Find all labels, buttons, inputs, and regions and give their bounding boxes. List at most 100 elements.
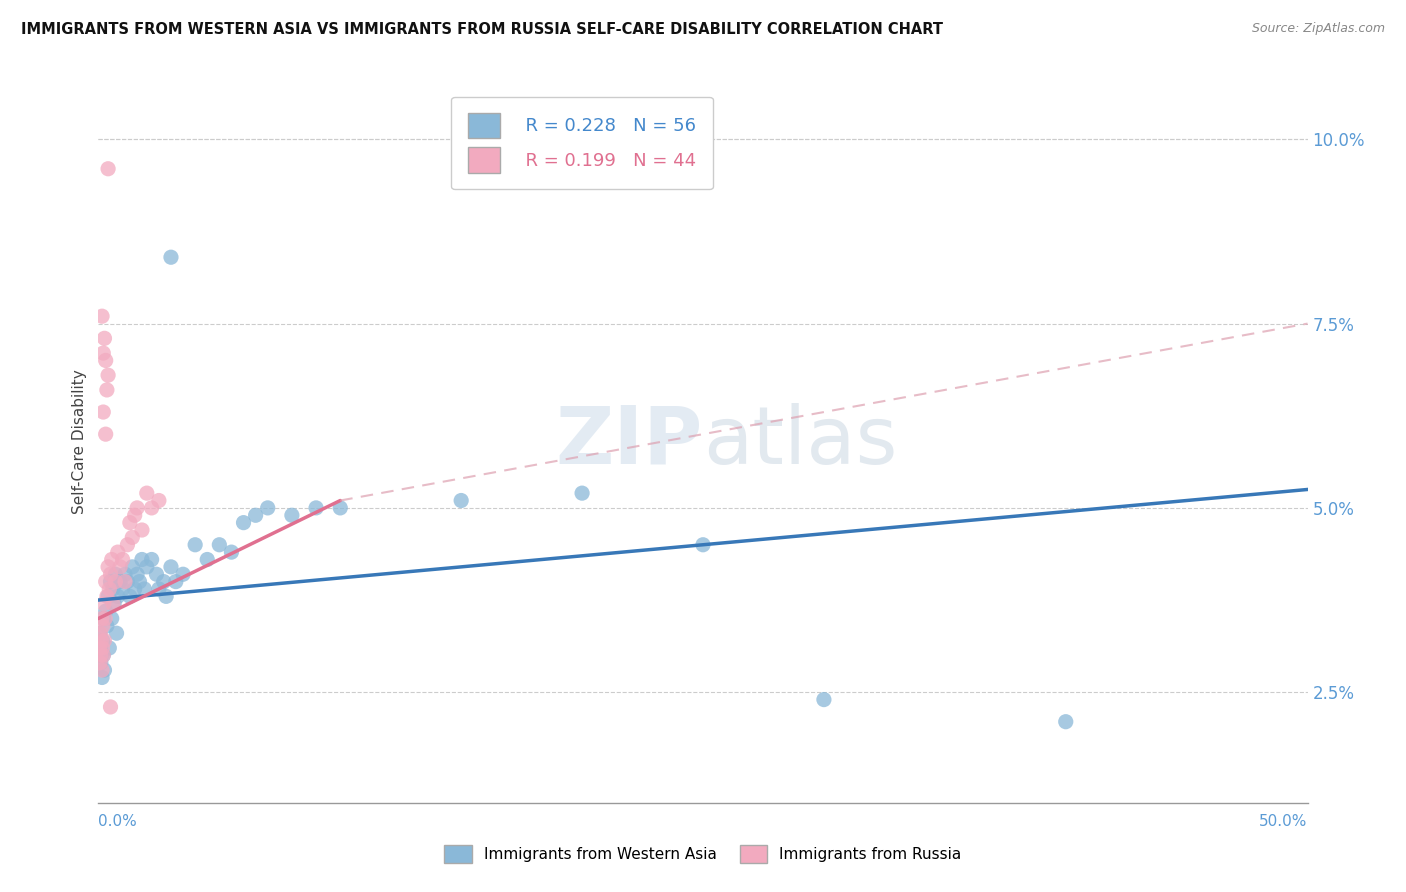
Point — [96, 619, 118, 633]
Text: IMMIGRANTS FROM WESTERN ASIA VS IMMIGRANTS FROM RUSSIA SELF-CARE DISABILITY CORR: IMMIGRANTS FROM WESTERN ASIA VS IMMIGRAN… — [21, 22, 943, 37]
Point — [692, 538, 714, 552]
Point — [107, 590, 129, 604]
Point — [245, 508, 267, 523]
Point — [93, 597, 115, 611]
Text: atlas: atlas — [703, 402, 897, 481]
Point — [152, 574, 174, 589]
Point — [89, 626, 111, 640]
Point — [96, 590, 118, 604]
Point — [91, 648, 114, 663]
Point — [117, 538, 139, 552]
Point — [195, 552, 218, 566]
Text: 0.0%: 0.0% — [98, 814, 138, 829]
Point — [148, 582, 170, 596]
Point — [101, 597, 124, 611]
Point — [160, 250, 183, 264]
Point — [172, 567, 194, 582]
Y-axis label: Self-Care Disability: Self-Care Disability — [72, 369, 87, 514]
Point — [118, 516, 141, 530]
Point — [111, 582, 134, 596]
Point — [98, 640, 121, 655]
Point — [124, 508, 146, 523]
Point — [165, 574, 187, 589]
Point — [134, 582, 156, 596]
Point — [128, 574, 150, 589]
Point — [90, 648, 112, 663]
Point — [121, 560, 143, 574]
Point — [90, 633, 112, 648]
Point — [91, 670, 114, 684]
Point — [97, 590, 120, 604]
Point — [100, 574, 122, 589]
Point — [103, 597, 125, 611]
Point — [90, 656, 112, 670]
Point — [108, 560, 131, 574]
Point — [256, 500, 278, 515]
Point — [90, 611, 112, 625]
Point — [100, 567, 122, 582]
Point — [571, 486, 593, 500]
Point — [1054, 714, 1077, 729]
Point — [107, 545, 129, 559]
Point — [101, 582, 124, 596]
Text: 50.0%: 50.0% — [1260, 814, 1308, 829]
Point — [100, 552, 122, 566]
Point — [105, 626, 128, 640]
Point — [127, 500, 149, 515]
Point — [89, 640, 111, 655]
Point — [89, 640, 111, 655]
Point — [114, 567, 136, 582]
Point — [94, 353, 117, 368]
Point — [155, 590, 177, 604]
Point — [114, 574, 136, 589]
Point — [97, 560, 120, 574]
Point — [184, 538, 207, 552]
Point — [94, 611, 117, 625]
Text: ZIP: ZIP — [555, 402, 703, 481]
Point — [89, 626, 111, 640]
Point — [89, 656, 111, 670]
Point — [141, 500, 163, 515]
Point — [104, 574, 127, 589]
Point — [91, 405, 114, 419]
Point — [131, 523, 153, 537]
Point — [135, 560, 157, 574]
Point — [93, 663, 115, 677]
Point — [111, 552, 134, 566]
Point — [91, 633, 114, 648]
Point — [329, 500, 352, 515]
Point — [100, 611, 122, 625]
Point — [135, 486, 157, 500]
Point — [450, 493, 472, 508]
Point — [91, 663, 114, 677]
Text: Source: ZipAtlas.com: Source: ZipAtlas.com — [1251, 22, 1385, 36]
Point — [131, 552, 153, 566]
Point — [145, 567, 167, 582]
Point — [96, 383, 118, 397]
Point — [98, 582, 121, 596]
Point — [90, 648, 112, 663]
Point — [221, 545, 243, 559]
Point — [124, 582, 146, 596]
Point — [97, 368, 120, 383]
Point — [91, 648, 114, 663]
Point — [813, 692, 835, 706]
Point — [91, 640, 114, 655]
Legend:   R = 0.228   N = 56,   R = 0.199   N = 44: R = 0.228 N = 56, R = 0.199 N = 44 — [451, 96, 713, 189]
Point — [91, 619, 114, 633]
Point — [97, 161, 120, 176]
Point — [208, 538, 231, 552]
Point — [121, 530, 143, 544]
Point — [108, 574, 131, 589]
Point — [100, 700, 122, 714]
Point — [160, 560, 183, 574]
Point — [93, 331, 115, 345]
Point — [94, 604, 117, 618]
Point — [94, 574, 117, 589]
Point — [141, 552, 163, 566]
Point — [94, 427, 117, 442]
Point — [117, 574, 139, 589]
Point — [91, 309, 114, 323]
Point — [148, 493, 170, 508]
Point — [93, 611, 115, 625]
